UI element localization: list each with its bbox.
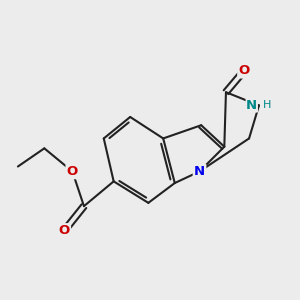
Text: O: O [67,165,78,178]
Text: O: O [238,64,250,77]
Text: N: N [194,165,205,178]
Text: H: H [263,100,271,110]
Text: O: O [58,224,70,237]
Text: N: N [246,99,257,112]
